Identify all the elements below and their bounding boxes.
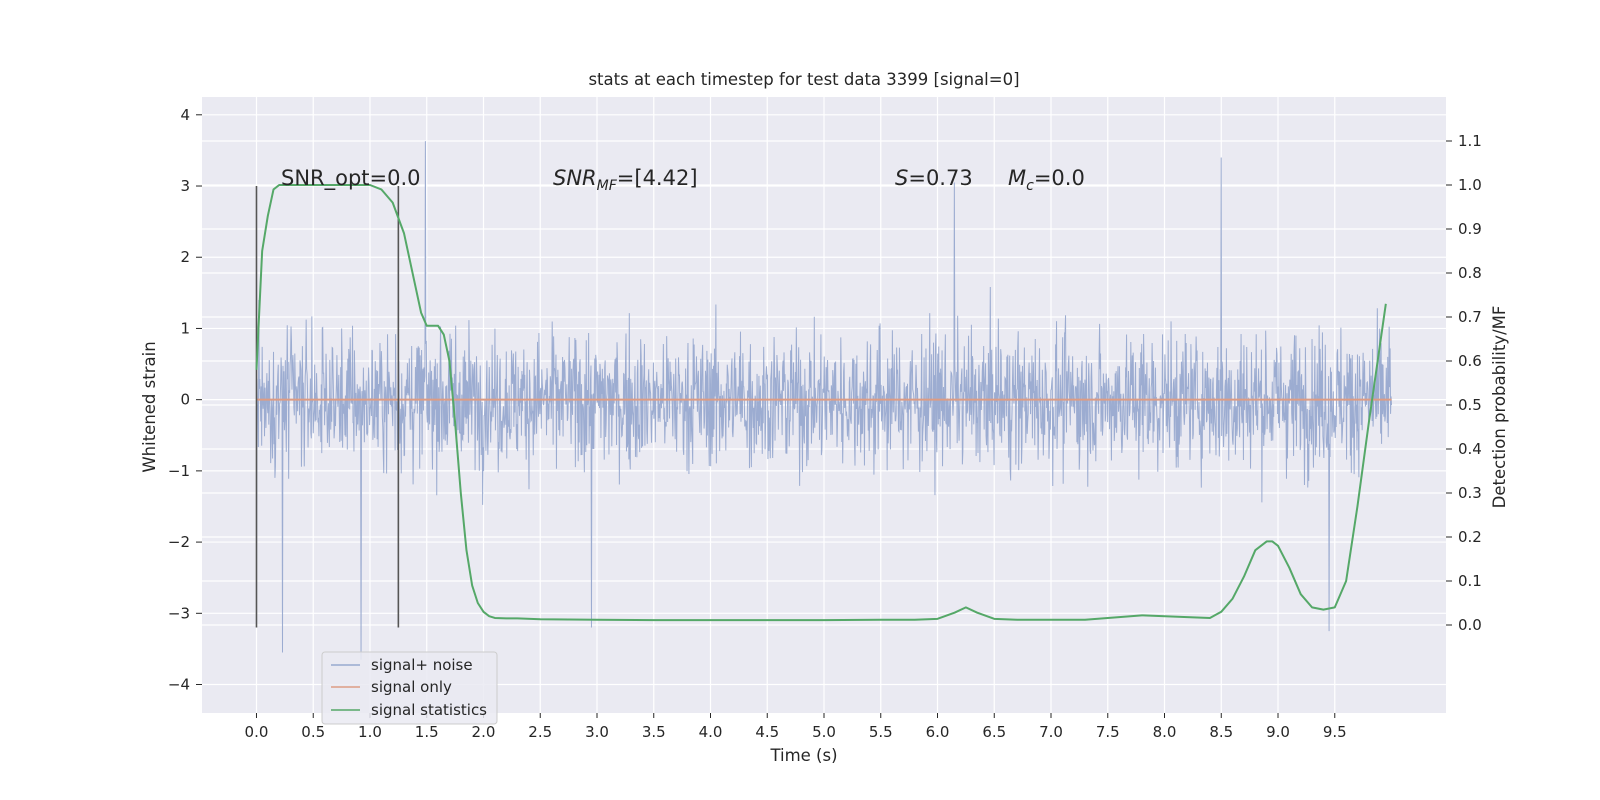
y-tick-label: −1	[168, 462, 190, 480]
signal-plus-noise-line	[255, 141, 1393, 660]
x-axis-label: Time (s)	[769, 746, 837, 765]
annotation-mc: Mc=0.0	[1008, 166, 1085, 194]
series-signal-statistics	[255, 184, 1387, 622]
y2-tick-label: 0.7	[1458, 308, 1482, 326]
x-tick-label: 7.0	[1039, 723, 1063, 741]
x-tick-label: 9.0	[1266, 723, 1290, 741]
x-tick-label: 4.0	[699, 723, 723, 741]
y-tick-label: −2	[168, 533, 190, 551]
x-tick-label: 3.0	[585, 723, 609, 741]
y2-tick-label: 0.9	[1458, 220, 1482, 238]
x-tick-label: 6.0	[926, 723, 950, 741]
y2-tick-label: 1.0	[1458, 176, 1482, 194]
x-tick-label: 0.0	[245, 723, 269, 741]
y2-tick-label: 0.3	[1458, 484, 1482, 502]
x-tick-label: 5.0	[812, 723, 836, 741]
legend-label-signal-only: signal only	[371, 678, 452, 696]
y2-axis-ticks: 0.0 0.1 0.2 0.3 0.4 0.5 0.6 0.7 0.8 0.9 1.0 1.1	[1446, 132, 1482, 634]
legend-label-signal-statistics: signal statistics	[371, 701, 487, 719]
y2-tick-label: 0.2	[1458, 528, 1482, 546]
annotation-snr-opt: SNR_opt=0.0	[281, 166, 421, 191]
annotation-s: S=0.73	[895, 166, 973, 190]
legend-label-signal-plus-noise: signal+ noise	[371, 656, 473, 674]
annotation-snr-mf: SNRMF=[4.42]	[553, 166, 698, 194]
x-tick-label: 2.0	[472, 723, 496, 741]
y-tick-label: 0	[180, 391, 190, 409]
y2-tick-label: 0.5	[1458, 396, 1482, 414]
x-tick-label: 5.5	[869, 723, 893, 741]
vertical-markers	[255, 186, 400, 628]
y2-tick-label: 0.8	[1458, 264, 1482, 282]
x-tick-label: 1.5	[415, 723, 439, 741]
signal-statistics-line	[255, 184, 1387, 622]
x-tick-label: 9.5	[1323, 723, 1347, 741]
x-tick-label: 8.0	[1153, 723, 1177, 741]
y2-tick-label: 0.6	[1458, 352, 1482, 370]
x-axis-ticks: 0.0 0.5 1.0 1.5 2.0 2.5 3.0 3.5 4.0 4.5 5.0 5.5 6.0 6…	[245, 713, 1347, 741]
y-tick-label: 3	[180, 177, 190, 195]
y-axis-label: Whitened strain	[140, 341, 159, 472]
y2-tick-label: 1.1	[1458, 132, 1482, 150]
y-tick-label: 1	[180, 319, 190, 337]
y2-axis-label: Detection probability/MF	[1490, 306, 1509, 509]
chart-title: stats at each timestep for test data 339…	[588, 70, 1019, 89]
x-tick-label: 6.5	[982, 723, 1006, 741]
x-tick-label: 0.5	[301, 723, 325, 741]
y2-tick-label: 0.1	[1458, 572, 1482, 590]
series-signal-plus-noise	[255, 141, 1393, 660]
x-tick-label: 3.5	[642, 723, 666, 741]
y-tick-label: −3	[168, 604, 190, 622]
y-tick-label: −4	[168, 676, 190, 694]
x-tick-label: 7.5	[1096, 723, 1120, 741]
y2-tick-label: 0.4	[1458, 440, 1482, 458]
legend-box	[321, 651, 498, 725]
x-tick-label: 1.0	[358, 723, 382, 741]
y-tick-label: 4	[180, 106, 190, 124]
legend: signal+ noise signal only signal statist…	[321, 651, 498, 725]
y-axis-ticks: −4 −3 −2 −1 0 1 2 3 4	[168, 106, 202, 694]
x-tick-label: 2.5	[528, 723, 552, 741]
x-tick-label: 8.5	[1209, 723, 1233, 741]
y-tick-label: 2	[180, 248, 190, 266]
x-tick-label: 4.5	[755, 723, 779, 741]
y2-tick-label: 0.0	[1458, 616, 1482, 634]
